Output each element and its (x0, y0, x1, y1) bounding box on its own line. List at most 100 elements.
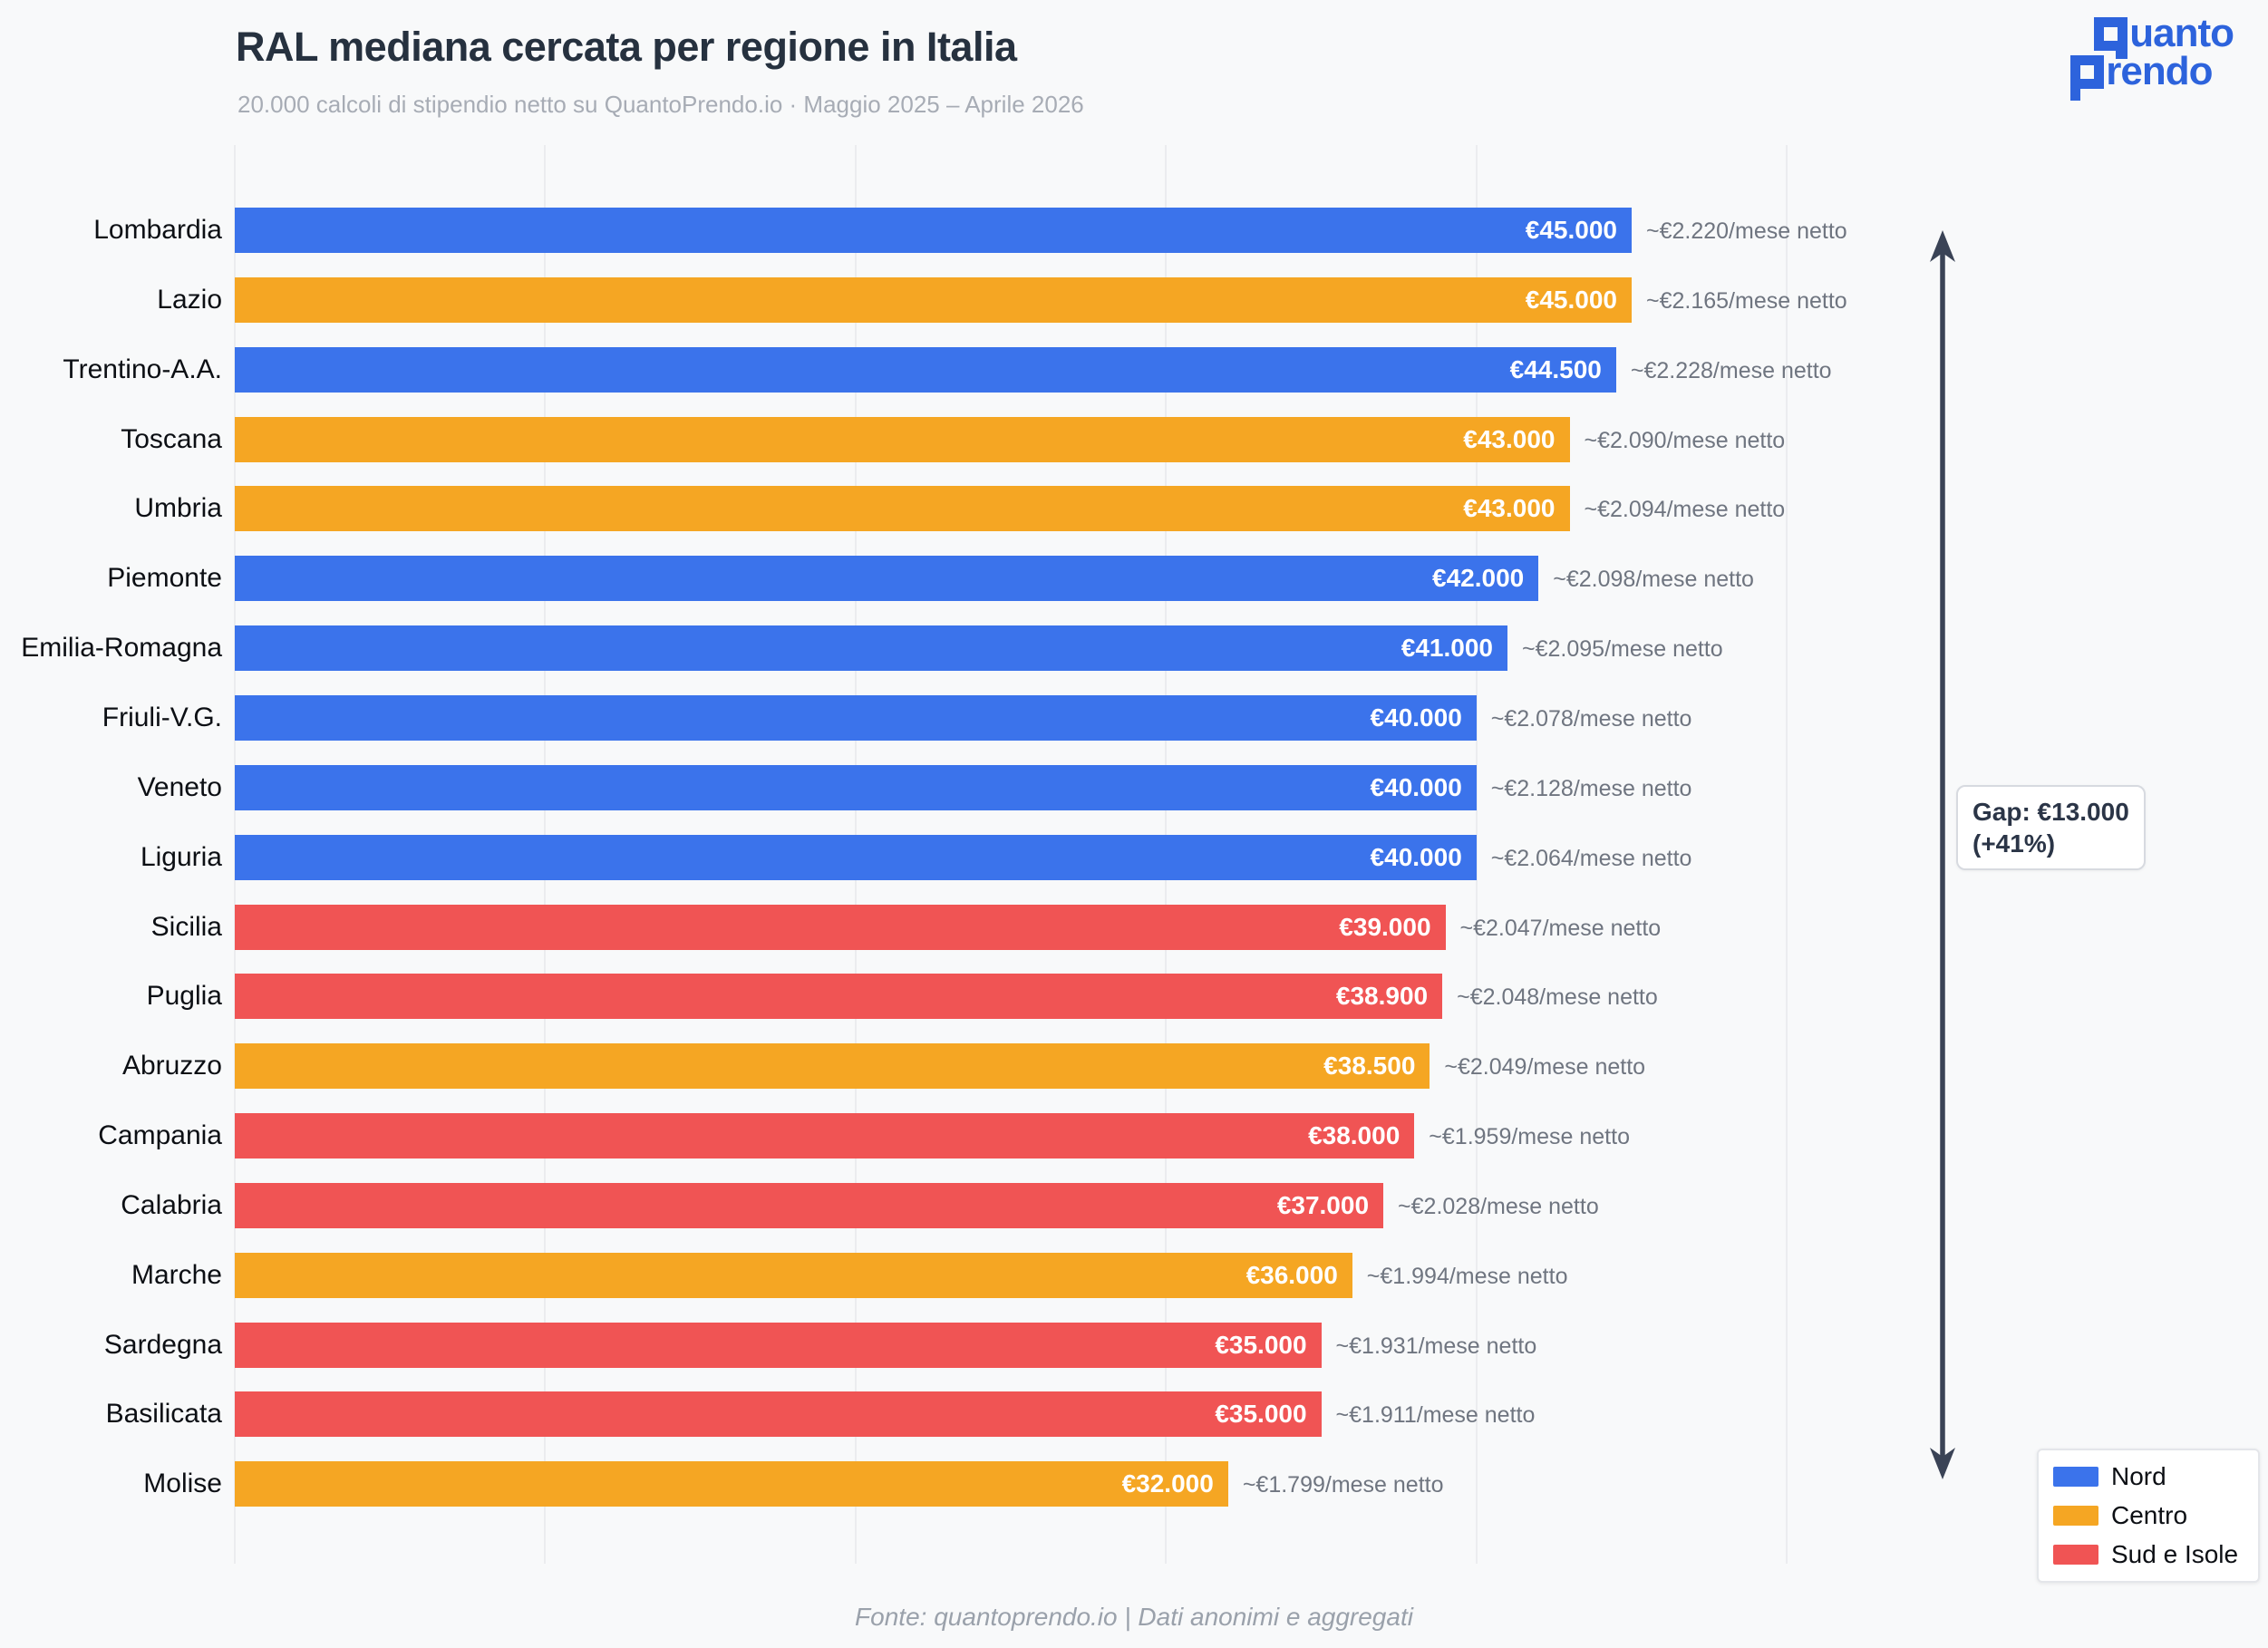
region-label: Piemonte (107, 563, 222, 594)
bar-value-label: €32.000 (1121, 1469, 1214, 1498)
source-note: Fonte: quantoprendo.io | Dati anonimi e … (855, 1603, 1413, 1631)
bar: €38.000 (235, 1113, 1415, 1159)
region-label: Marche (131, 1259, 222, 1290)
region-label: Veneto (137, 771, 222, 802)
region-label: Sicilia (150, 911, 222, 942)
bar-net-label: ~€2.048/mese netto (1457, 984, 1658, 1011)
bar-value-label: €43.000 (1463, 494, 1556, 523)
bar: €43.000 (235, 486, 1570, 532)
bar-net-label: ~€2.098/mese netto (1553, 567, 1754, 593)
legend-item: Sud e Isole (2053, 1540, 2244, 1569)
bar-value-label: €37.000 (1276, 1190, 1370, 1219)
logo-line-1: uanto (2094, 11, 2234, 59)
bar-net-label: ~€1.799/mese netto (1242, 1472, 1444, 1498)
bar-value-label: €38.500 (1323, 1052, 1416, 1081)
logo-line1-text: uanto (2129, 11, 2234, 55)
bar: €45.000 (235, 276, 1632, 323)
region-label: Umbria (134, 493, 222, 524)
bar-net-label: ~€2.064/mese netto (1490, 845, 1692, 871)
bar: €38.500 (235, 1043, 1430, 1090)
legend-swatch (2053, 1467, 2098, 1487)
gridline (1786, 145, 1788, 1564)
bar-value-label: €38.900 (1335, 982, 1429, 1011)
logo-q-icon (2094, 16, 2128, 59)
region-label: Toscana (121, 423, 222, 454)
bar-net-label: ~€2.049/mese netto (1444, 1054, 1646, 1081)
bar-value-label: €40.000 (1370, 772, 1462, 801)
bar-net-label: ~€2.228/mese netto (1630, 357, 1832, 383)
logo-line-2: rendo (2070, 49, 2234, 101)
bar: €41.000 (235, 625, 1507, 672)
region-label: Abruzzo (121, 1051, 222, 1081)
bar-value-label: €44.500 (1509, 354, 1602, 383)
bar: €38.900 (235, 974, 1443, 1020)
region-label: Basilicata (105, 1399, 222, 1430)
bar: €40.000 (235, 764, 1477, 810)
bar: €43.000 (235, 416, 1570, 462)
legend-label: Centro (2111, 1501, 2188, 1529)
bar-net-label: ~€2.128/mese netto (1490, 775, 1692, 801)
legend-swatch (2053, 1545, 2098, 1565)
region-label: Calabria (121, 1189, 222, 1220)
bar-net-label: ~€2.028/mese netto (1398, 1193, 1599, 1219)
gap-annotation-line2: (+41%) (1972, 829, 2056, 858)
bar-net-label: ~€2.094/mese netto (1584, 497, 1786, 523)
bar-net-label: ~€2.220/mese netto (1645, 218, 1847, 244)
legend: Nord Centro Sud e Isole (2037, 1449, 2260, 1583)
region-label: Emilia-Romagna (21, 633, 222, 664)
gap-annotation: Gap: €13.000 (+41%) (1956, 785, 2146, 870)
region-label: Lombardia (93, 215, 222, 245)
bar-value-label: €40.000 (1370, 842, 1462, 871)
page-title: RAL mediana cercata per regione in Itali… (236, 24, 1017, 70)
bar: €35.000 (235, 1322, 1322, 1368)
page-subtitle: 20.000 calcoli di stipendio netto su Qua… (237, 91, 1084, 118)
bar: €32.000 (235, 1461, 1228, 1507)
bar-net-label: ~€1.931/mese netto (1335, 1333, 1537, 1359)
legend-item: Nord (2053, 1462, 2244, 1491)
quantoprendo-logo: uanto rendo (2070, 11, 2234, 101)
bar-value-label: €35.000 (1215, 1400, 1307, 1429)
bar-net-label: ~€2.165/mese netto (1645, 287, 1847, 314)
bar-value-label: €36.000 (1245, 1260, 1338, 1289)
bar-value-label: €42.000 (1432, 564, 1525, 593)
gridline (1475, 145, 1478, 1564)
bar: €45.000 (235, 208, 1632, 253)
legend-swatch (2053, 1506, 2098, 1526)
region-label: Campania (98, 1120, 222, 1151)
legend-label: Nord (2111, 1462, 2166, 1490)
region-label: Molise (143, 1469, 222, 1499)
gap-range-arrow (1930, 230, 1955, 1479)
bar: €40.000 (235, 834, 1477, 880)
bar: €40.000 (235, 694, 1477, 741)
bar-value-label: €45.000 (1525, 285, 1617, 314)
region-label: Trentino-A.A. (63, 354, 222, 384)
gap-annotation-line1: Gap: €13.000 (1972, 798, 2129, 826)
bar: €35.000 (235, 1391, 1322, 1438)
bar-value-label: €38.000 (1308, 1121, 1401, 1150)
logo-p-icon (2070, 54, 2105, 101)
bar-value-label: €41.000 (1401, 634, 1493, 663)
bar-net-label: ~€2.047/mese netto (1459, 915, 1662, 941)
bar: €36.000 (235, 1252, 1352, 1298)
region-label: Friuli-V.G. (102, 702, 222, 732)
region-label: Puglia (146, 981, 222, 1012)
bar-net-label: ~€1.911/mese netto (1335, 1402, 1536, 1429)
bar-value-label: €39.000 (1339, 912, 1431, 941)
region-label: Liguria (140, 841, 222, 872)
region-label: Lazio (157, 284, 222, 315)
bar-value-label: €43.000 (1463, 424, 1556, 453)
bar: €37.000 (235, 1182, 1384, 1228)
bar-net-label: ~€1.959/mese netto (1429, 1124, 1630, 1150)
bar: €39.000 (235, 904, 1446, 950)
bar: €42.000 (235, 556, 1539, 602)
bar-net-label: ~€2.095/mese netto (1522, 636, 1723, 663)
bar-net-label: ~€2.078/mese netto (1490, 705, 1692, 732)
bar: €44.500 (235, 346, 1616, 393)
bar-value-label: €35.000 (1215, 1330, 1307, 1359)
bar-value-label: €40.000 (1370, 703, 1462, 732)
bar-net-label: ~€1.994/mese netto (1366, 1263, 1568, 1289)
legend-item: Centro (2053, 1501, 2244, 1530)
region-label: Sardegna (103, 1329, 222, 1360)
legend-label: Sud e Isole (2111, 1540, 2239, 1568)
